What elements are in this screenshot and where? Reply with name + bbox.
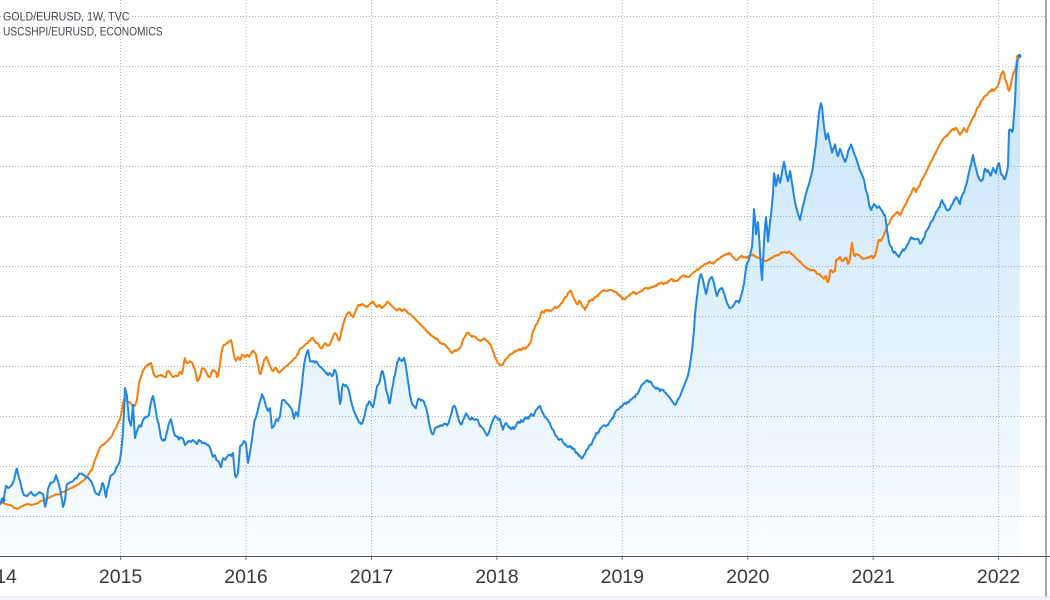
svg-text:2018: 2018	[475, 566, 518, 588]
svg-text:2022: 2022	[977, 566, 1020, 588]
svg-text:2015: 2015	[99, 566, 143, 588]
svg-text:GOLD/EURUSD, 1W, TVC: GOLD/EURUSD, 1W, TVC	[3, 10, 130, 24]
svg-text:2016: 2016	[224, 566, 267, 588]
svg-text:USCSHPI/EURUSD, ECONOMICS: USCSHPI/EURUSD, ECONOMICS	[3, 25, 163, 39]
svg-text:2017: 2017	[350, 566, 393, 588]
svg-text:2014: 2014	[0, 566, 17, 588]
svg-text:2021: 2021	[852, 566, 895, 588]
svg-text:2020: 2020	[726, 566, 770, 588]
svg-text:2019: 2019	[601, 566, 644, 588]
